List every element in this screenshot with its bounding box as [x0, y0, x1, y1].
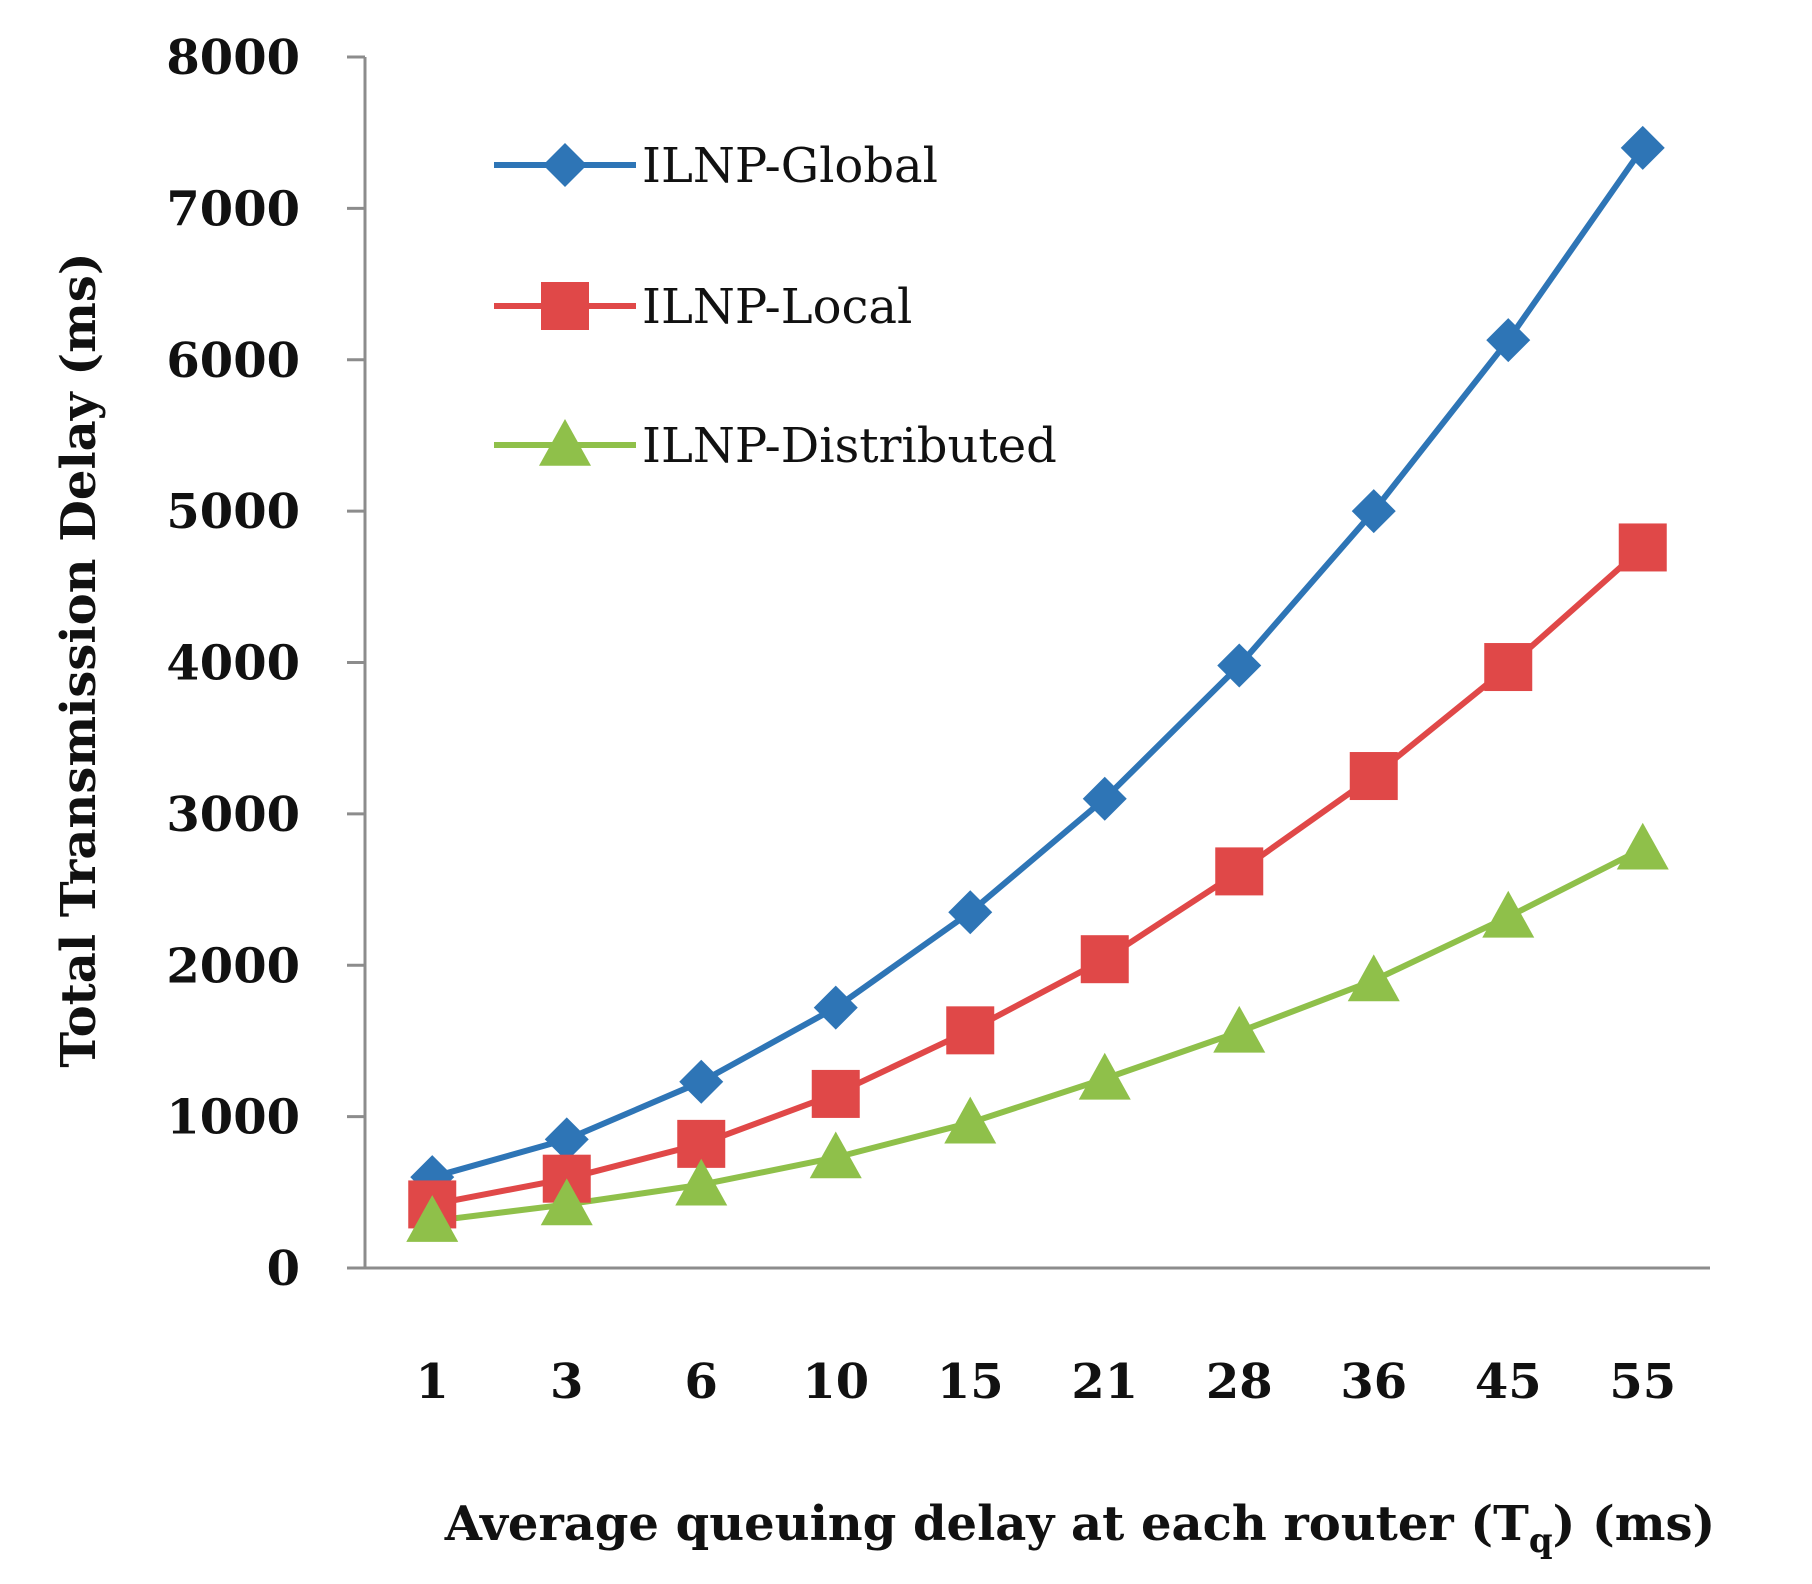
data-point-ilnp-distributed: [809, 1131, 862, 1179]
data-point-ilnp-global: [1486, 318, 1531, 363]
data-point-ilnp-global: [948, 890, 993, 935]
legend-label-ilnp-local: ILNP-Local: [642, 279, 912, 335]
data-point-ilnp-distributed: [406, 1195, 459, 1242]
data-point-ilnp-distributed: [1213, 1005, 1266, 1053]
series-line-ilnp-global: [431, 146, 1646, 1181]
y-tick-label: 8000: [166, 30, 300, 86]
x-tick-label: 28: [1206, 1354, 1273, 1410]
series-markers: [406, 125, 1669, 1242]
legend-label-ilnp-global: ILNP-Global: [642, 138, 938, 194]
x-tick-label: 3: [550, 1354, 583, 1410]
data-point-ilnp-distributed: [944, 1096, 997, 1144]
data-point-ilnp-global: [1620, 125, 1665, 170]
legend-marker-ilnp-distributed: [539, 419, 591, 466]
data-point-ilnp-global: [1082, 776, 1127, 821]
y-tick-label: 1000: [166, 1090, 300, 1146]
data-point-ilnp-local: [1618, 523, 1667, 572]
series-line-ilnp-local: [431, 545, 1645, 1208]
x-tick-label: 10: [802, 1354, 869, 1410]
y-axis-ticks: 0 1000 2000 3000 4000 5000 6000 7000 8000: [166, 30, 365, 1297]
legend-marker-ilnp-global: [543, 143, 587, 187]
data-point-ilnp-distributed: [540, 1178, 593, 1226]
legend: ILNP-Global ILNP-Local ILNP-Distributed: [494, 138, 1057, 474]
y-tick-label: 5000: [166, 484, 300, 540]
data-point-ilnp-local: [946, 1006, 995, 1055]
series-lines: [431, 146, 1646, 1225]
legend-marker-ilnp-local: [541, 282, 589, 330]
x-axis-title-suffix: ) (ms): [1553, 1496, 1716, 1552]
data-point-ilnp-distributed: [1616, 822, 1669, 870]
x-tick-label: 45: [1475, 1354, 1542, 1410]
x-tick-label: 21: [1071, 1354, 1138, 1410]
data-point-ilnp-distributed: [1078, 1052, 1131, 1100]
data-point-ilnp-global: [1351, 489, 1396, 534]
data-point-ilnp-distributed: [1482, 890, 1535, 938]
data-point-ilnp-global: [679, 1059, 724, 1104]
y-tick-label: 2000: [166, 938, 300, 994]
y-tick-label: 0: [267, 1241, 300, 1297]
data-point-ilnp-global: [813, 985, 858, 1030]
y-tick-label: 6000: [166, 333, 300, 389]
data-point-ilnp-global: [544, 1117, 589, 1162]
x-tick-label: 36: [1340, 1354, 1407, 1410]
axis-titles: Average queuing delay at each router (Tq…: [51, 252, 1715, 1561]
data-point-ilnp-local: [1215, 847, 1264, 896]
x-tick-label: 1: [416, 1354, 449, 1410]
x-axis-title-subscript: q: [1529, 1521, 1553, 1561]
data-point-ilnp-local: [1080, 935, 1129, 984]
data-point-ilnp-local: [811, 1069, 860, 1118]
data-point-ilnp-distributed: [1347, 954, 1400, 1002]
x-tick-label: 15: [937, 1354, 1004, 1410]
x-tick-label: 6: [685, 1354, 718, 1410]
legend-label-ilnp-distributed: ILNP-Distributed: [642, 418, 1057, 474]
series-line-ilnp-distributed: [431, 846, 1645, 1225]
x-tick-label: 55: [1609, 1354, 1676, 1410]
data-point-ilnp-distributed: [675, 1158, 728, 1206]
data-point-ilnp-global: [1217, 643, 1262, 688]
x-axis-title: Average queuing delay at each router (Tq…: [444, 1496, 1716, 1561]
data-point-ilnp-local: [1349, 752, 1398, 801]
y-axis-title: Total Transmission Delay (ms): [51, 252, 107, 1067]
x-axis-title-main: Average queuing delay at each router (T: [444, 1496, 1529, 1552]
x-axis-ticks: 1 3 6 10 15 21 28 36 45 55: [416, 1354, 1677, 1410]
y-tick-label: 3000: [166, 787, 300, 843]
y-tick-label: 4000: [166, 636, 300, 692]
data-point-ilnp-local: [1484, 643, 1533, 692]
y-tick-label: 7000: [166, 181, 300, 237]
